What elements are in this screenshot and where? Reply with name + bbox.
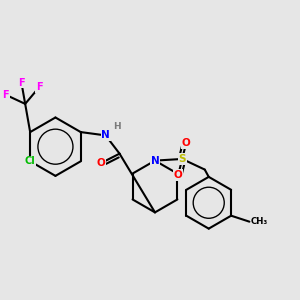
Text: F: F — [2, 90, 9, 100]
Text: F: F — [36, 82, 42, 92]
Text: N: N — [101, 130, 110, 140]
Text: O: O — [174, 170, 183, 180]
Text: N: N — [151, 156, 159, 166]
Text: F: F — [18, 78, 25, 88]
Text: CH₃: CH₃ — [251, 217, 268, 226]
Text: Cl: Cl — [25, 156, 35, 166]
Text: O: O — [97, 158, 106, 168]
Text: S: S — [178, 154, 186, 164]
Text: O: O — [182, 138, 190, 148]
Text: H: H — [113, 122, 121, 130]
